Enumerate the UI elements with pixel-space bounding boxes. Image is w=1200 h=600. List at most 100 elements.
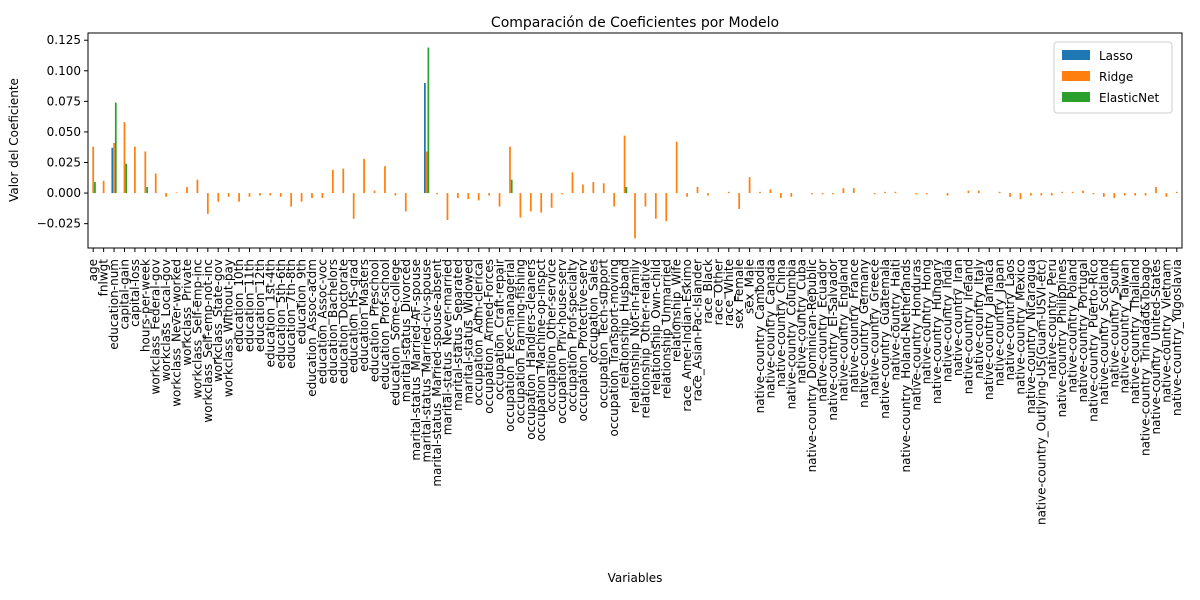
bar [290, 193, 293, 207]
bar [998, 191, 1001, 194]
legend-label: Ridge [1099, 70, 1133, 84]
x-axis-label: Variables [608, 571, 663, 585]
bar [165, 193, 168, 197]
x-tick-label: native-country_Taiwan [1118, 259, 1132, 394]
bar [488, 193, 491, 196]
bar [446, 193, 449, 220]
bar [114, 102, 117, 194]
y-tick-label: 0.000 [47, 186, 81, 200]
x-tick-label: relationship_Own-child [649, 259, 663, 395]
bar [373, 190, 376, 194]
bar [186, 186, 188, 194]
bar [1123, 193, 1126, 196]
bar [196, 179, 199, 194]
x-tick-label: education_HS-grad [347, 259, 361, 373]
bar [248, 193, 251, 197]
legend-swatch [1062, 92, 1090, 102]
x-tick-label: native-country_Iran [951, 259, 965, 376]
x-tick-label: native-country_Canada [763, 259, 777, 398]
x-tick-label: education_Assoc-acdm [305, 259, 319, 397]
bar [1165, 193, 1168, 197]
x-tick-label: capital-loss [128, 259, 142, 327]
bar [1102, 193, 1105, 197]
plot-frame [87, 32, 1183, 249]
x-tick-label: occupation_Transport-moving [607, 259, 621, 436]
bar [925, 193, 928, 195]
x-tick-label: native-country_Ecuador [816, 259, 830, 402]
bar [634, 193, 636, 239]
bar [436, 193, 438, 195]
x-tick-label: marital-status_Married-civ-spouse [420, 259, 434, 462]
legend-label: Lasso [1099, 49, 1133, 63]
x-tick-label: native-country_England [836, 259, 850, 401]
x-tick-label: native-country_Italy [972, 259, 986, 379]
x-tick-label: occupation_Machine-op-inspct [534, 259, 548, 442]
bar [404, 193, 407, 212]
bar [915, 193, 918, 195]
x-tick-label: native-country_Outlying-US(Guam-USVI-etc… [1034, 259, 1048, 525]
x-tick-label: occupation_Adm-clerical [472, 259, 486, 406]
x-tick-label: occupation_Priv-house-serv [555, 259, 569, 424]
x-tick-label: native-country_Thailand [1128, 259, 1142, 404]
bar [519, 193, 522, 218]
bar [613, 193, 616, 207]
x-tick-label: race_Other [711, 259, 725, 325]
bar [644, 193, 647, 207]
x-tick-label: hours-per-week [138, 259, 152, 352]
x-tick-label: native-country_Honduras [909, 259, 923, 410]
x-tick-label: workclass_Federal-gov [149, 259, 163, 394]
x-tick-label: native-country_Greece [868, 259, 882, 395]
bar [394, 193, 397, 196]
bar [832, 193, 834, 195]
bar [424, 83, 426, 194]
bar [759, 191, 761, 194]
x-tick-label: education_Some-college [388, 259, 402, 406]
x-tick-label: education_Preschool [368, 259, 382, 382]
bar [1134, 193, 1136, 196]
bar [111, 147, 114, 194]
x-tick-label: occupation_Tech-support [597, 259, 611, 409]
bar [571, 172, 574, 194]
x-tick-label: occupation_Craft-repair [493, 259, 507, 400]
bar [477, 193, 480, 201]
bar [154, 173, 157, 194]
bar [457, 193, 459, 198]
x-tick-label: native-country_Dominican-Republic [805, 259, 819, 472]
x-tick-label: education_Bachelors [326, 259, 340, 384]
bar [1155, 186, 1157, 194]
x-tick-label: workclass_Private [180, 259, 194, 366]
bar [125, 163, 128, 194]
bar [592, 182, 595, 194]
bar [779, 193, 782, 198]
bar [1071, 191, 1074, 194]
x-tick-label: workclass_Self-emp-inc [190, 259, 204, 399]
bar [94, 182, 96, 194]
bar [113, 142, 115, 194]
x-tick-label: native-country_Poland [1066, 259, 1080, 393]
x-tick-label: occupation_Armed-Forces [482, 259, 496, 414]
x-tick-label: occupation_Farming-fishing [513, 259, 527, 424]
y-axis-label: Valor del Coeficiente [7, 78, 21, 202]
x-tick-label: education_Prof-school [378, 259, 392, 390]
bar [509, 146, 511, 194]
legend-swatch [1062, 50, 1090, 60]
bar [238, 193, 240, 202]
bar [967, 190, 970, 194]
x-tick-label: race_Amer-Indian-Eskimo [680, 259, 694, 412]
bar [384, 166, 386, 194]
bar [675, 141, 678, 194]
x-tick-label: education_Assoc-voc [315, 259, 329, 384]
x-tick-label: native-country_Laos [1003, 259, 1017, 380]
x-tick-label: sex_Female [732, 259, 746, 329]
x-tick-label: education_5th-6th [274, 259, 288, 369]
bar [311, 193, 313, 198]
x-tick-label: native-country_Nicaragua [1024, 259, 1038, 414]
x-tick-label: native-country_Mexico [1014, 259, 1028, 395]
bar [977, 190, 980, 194]
bar [842, 188, 845, 194]
x-tick-label: native-country_Portugal [1076, 259, 1090, 402]
x-tick-label: workclass_Never-worked [170, 259, 184, 407]
bar [1019, 193, 1022, 200]
x-tick-label: marital-status_Divorced [399, 259, 413, 402]
